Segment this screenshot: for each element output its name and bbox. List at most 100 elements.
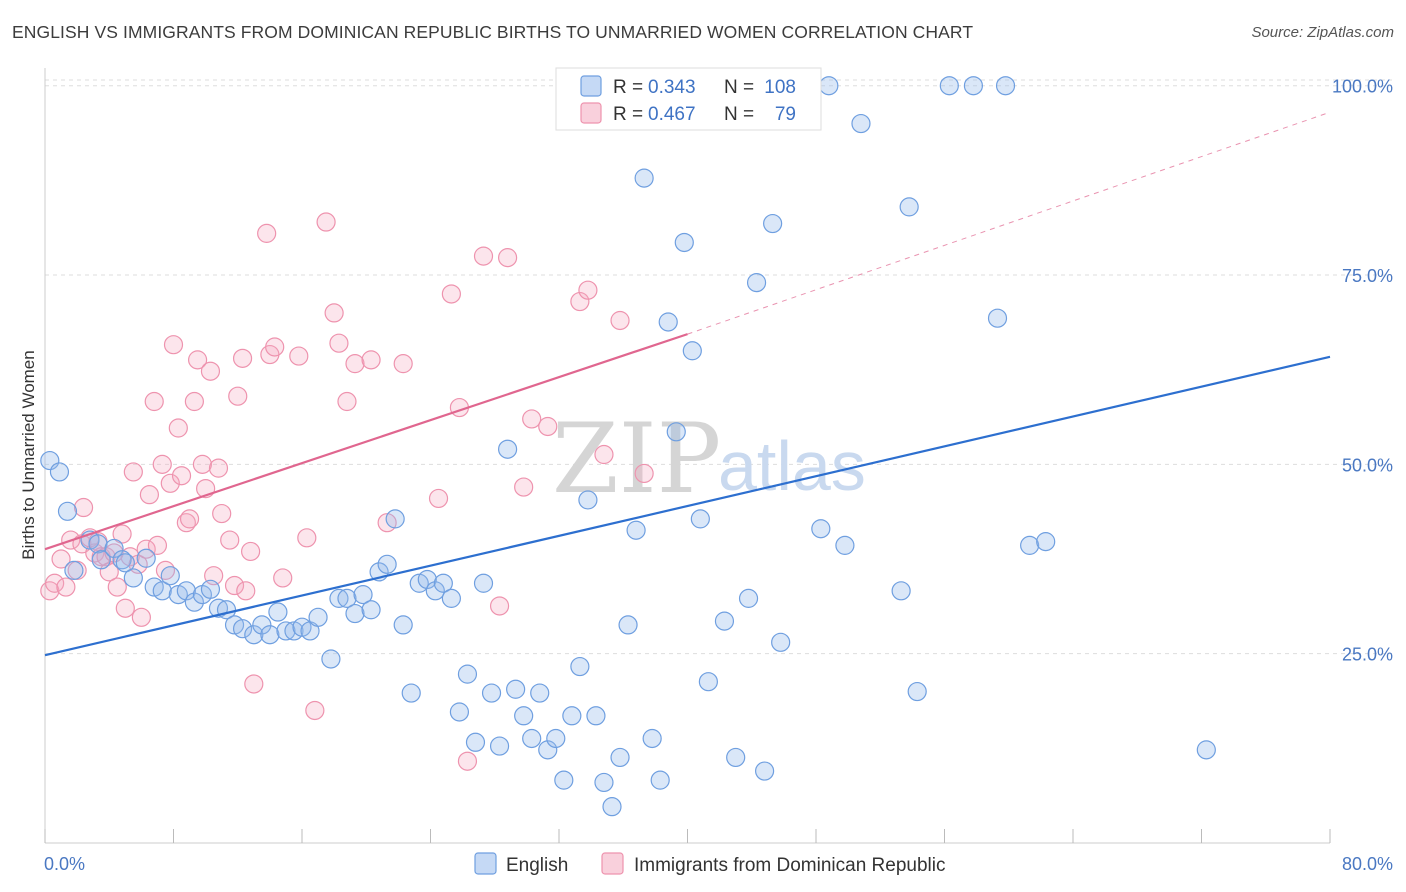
dominican-point (361, 350, 381, 370)
x-tick-labels: 0.0% 80.0% (44, 854, 1393, 874)
watermark: ZIP atlas (552, 403, 866, 515)
dominican-point (498, 248, 518, 268)
english-point (489, 736, 510, 756)
y-tick-label: 100.0% (1332, 77, 1393, 97)
english-point (698, 672, 718, 692)
dominican-point (489, 596, 510, 616)
english-point (642, 728, 662, 749)
dominican-point (337, 391, 357, 412)
english-point (57, 501, 78, 521)
dominican-point (634, 463, 654, 484)
dominican-points (40, 212, 654, 771)
y-tick-label: 75.0% (1342, 266, 1393, 286)
dominican-point (610, 310, 630, 331)
dominican-point (324, 303, 344, 323)
dominican-point (107, 577, 127, 597)
english-point (963, 76, 984, 96)
dominican-point (224, 575, 245, 596)
dominican-point (184, 391, 204, 412)
stats-english-n-label: N = (724, 77, 754, 98)
english-point (449, 702, 470, 722)
dominican-point (514, 477, 534, 497)
english-point (666, 422, 686, 442)
english-point (522, 728, 542, 749)
english-point (200, 579, 221, 599)
english-point (345, 603, 365, 624)
english-point (329, 588, 349, 608)
dominican-point (45, 573, 65, 593)
watermark-zip: ZIP (552, 403, 721, 515)
english-point (123, 568, 143, 588)
dominican-point (152, 454, 172, 474)
dominican-point (393, 354, 413, 374)
dominican-point (139, 485, 160, 505)
english-point (907, 681, 927, 702)
dominican-point (428, 488, 449, 509)
english-point (754, 761, 775, 781)
english-point (465, 732, 486, 752)
legend-dominican-swatch (601, 852, 624, 875)
dominican-point (570, 291, 590, 312)
english-point (1036, 532, 1056, 552)
english-trend-line (44, 355, 1331, 657)
english-point (538, 740, 558, 760)
english-point (554, 770, 574, 790)
x-tick-label-min: 0.0% (44, 854, 85, 874)
english-point (562, 706, 582, 726)
dominican-point (171, 466, 192, 486)
english-point (634, 168, 654, 188)
english-point (115, 553, 135, 573)
english-point (506, 679, 526, 699)
english-point (578, 490, 598, 510)
dominican-point (112, 524, 132, 544)
english-point (771, 632, 791, 652)
english-point (473, 573, 494, 593)
dominican-point (115, 598, 135, 618)
legend-dominican-label: Immigrants from Dominican Republic (634, 855, 946, 876)
dominican-point (305, 700, 325, 721)
y-tick-label: 25.0% (1342, 645, 1393, 665)
english-point (377, 554, 397, 574)
stats-dominican-n-label: N = (724, 104, 754, 125)
english-point (682, 341, 702, 361)
english-point (819, 76, 839, 96)
axes (44, 68, 1331, 844)
english-point (401, 683, 421, 703)
dominican-point (168, 418, 188, 438)
english-point (738, 588, 759, 608)
english-point (811, 519, 831, 539)
x-tick-label-max: 80.0% (1342, 854, 1393, 874)
english-point (674, 232, 694, 253)
dominican-point (187, 350, 208, 370)
stats-legend: R = 0.343 N = 108 R = 0.467 N = 79 (555, 67, 822, 131)
dominican-point (578, 280, 598, 300)
dominican-point (200, 361, 221, 381)
english-point (252, 615, 272, 635)
english-point (514, 706, 534, 726)
english-point (602, 797, 622, 817)
english-point (987, 308, 1008, 328)
legend-english-swatch (474, 852, 497, 875)
english-point (851, 113, 871, 134)
english-point (49, 462, 70, 482)
english-point (232, 619, 253, 639)
dominican-point (265, 337, 285, 357)
dominican-point (457, 751, 478, 771)
english-point (361, 600, 381, 620)
english-point (160, 566, 180, 586)
english-point (393, 615, 413, 635)
english-point (586, 706, 606, 726)
english-point (457, 664, 478, 684)
english-point (658, 312, 678, 332)
english-point (714, 611, 735, 631)
dominican-point (147, 535, 168, 555)
dominican-point (144, 391, 164, 412)
stats-english-r-label: R = (613, 77, 643, 98)
stats-english-n-value: 108 (764, 77, 796, 98)
english-point (337, 588, 357, 608)
english-point (626, 520, 646, 540)
dominican-point (297, 528, 317, 548)
dominican-trend-line (44, 333, 688, 551)
dominican-point (232, 348, 253, 368)
english-points (40, 76, 1216, 817)
